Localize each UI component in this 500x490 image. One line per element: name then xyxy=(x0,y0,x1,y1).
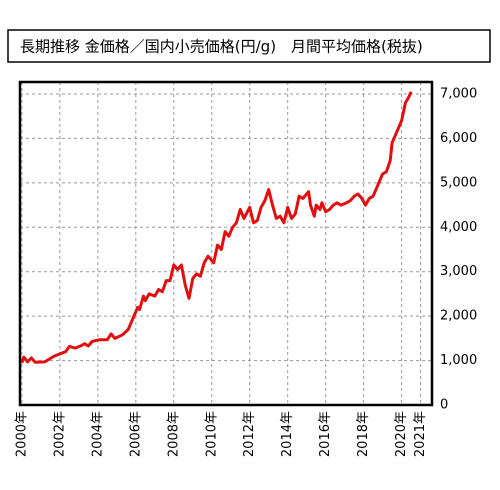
x-tick-label: 2004年 xyxy=(90,411,105,457)
y-tick-label: 0 xyxy=(440,398,448,413)
grid xyxy=(20,82,432,405)
plot-border xyxy=(18,80,434,407)
x-tick-label: 2020年 xyxy=(394,411,409,457)
x-tick-label: 2012年 xyxy=(242,411,257,457)
x-tick-label: 2000年 xyxy=(14,411,29,457)
y-tick-label: 4,000 xyxy=(440,220,477,235)
y-tick-label: 6,000 xyxy=(440,131,477,146)
x-tick-label: 2002年 xyxy=(52,411,67,457)
y-tick-label: 2,000 xyxy=(440,309,477,324)
y-tick-label: 3,000 xyxy=(440,264,477,279)
y-tick-label: 1,000 xyxy=(440,353,477,368)
x-tick-label: 2010年 xyxy=(204,411,219,457)
price-line xyxy=(20,91,413,364)
x-tick-label: 2021年 xyxy=(413,411,428,457)
chart-title: 長期推移 金価格／国内小売価格(円/g) 月間平均価格(税抜) xyxy=(20,38,423,56)
title-box xyxy=(7,29,491,63)
x-tick-label: 2014年 xyxy=(280,411,295,457)
y-tick-label: 5,000 xyxy=(440,175,477,190)
y-tick-label: 7,000 xyxy=(440,86,477,101)
x-tick-label: 2018年 xyxy=(356,411,371,457)
x-tick-label: 2016年 xyxy=(318,411,333,457)
plot xyxy=(20,91,413,364)
x-tick-label: 2008年 xyxy=(166,411,181,457)
x-tick-label: 2006年 xyxy=(128,411,143,457)
